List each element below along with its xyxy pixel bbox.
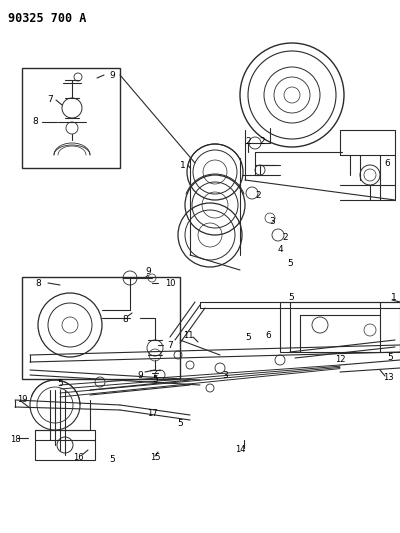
Text: 2: 2 xyxy=(259,138,265,147)
Text: 2: 2 xyxy=(282,233,288,243)
Text: 2: 2 xyxy=(255,191,261,200)
Text: 11: 11 xyxy=(183,332,193,341)
Bar xyxy=(280,302,400,352)
Text: 7: 7 xyxy=(167,341,173,350)
Text: 3: 3 xyxy=(269,217,275,227)
Text: 5: 5 xyxy=(288,294,294,303)
Text: 14: 14 xyxy=(235,446,245,455)
Text: 5: 5 xyxy=(109,456,115,464)
Text: 90325 700 A: 90325 700 A xyxy=(8,12,86,25)
Text: 8: 8 xyxy=(35,279,41,287)
Text: 1: 1 xyxy=(180,160,186,169)
Text: 5: 5 xyxy=(57,378,63,387)
Text: 19: 19 xyxy=(17,395,27,405)
Text: 3: 3 xyxy=(222,370,228,379)
Text: 7: 7 xyxy=(47,95,53,104)
Text: 5: 5 xyxy=(152,376,158,384)
Bar xyxy=(22,277,180,379)
Text: 6: 6 xyxy=(265,330,271,340)
Bar xyxy=(35,430,95,460)
Text: 18: 18 xyxy=(10,435,20,445)
Text: 5: 5 xyxy=(245,334,251,343)
Text: 9: 9 xyxy=(109,70,115,79)
Text: 9: 9 xyxy=(145,268,151,277)
Text: 8: 8 xyxy=(122,316,128,325)
Text: 10: 10 xyxy=(165,279,175,287)
Text: 8: 8 xyxy=(32,117,38,126)
Text: 5: 5 xyxy=(287,260,293,269)
Text: 17: 17 xyxy=(147,409,157,418)
Bar xyxy=(22,68,120,168)
Text: 2: 2 xyxy=(245,138,251,147)
Text: 1: 1 xyxy=(391,294,397,303)
Text: 5: 5 xyxy=(387,353,393,362)
Text: 5: 5 xyxy=(177,419,183,429)
Text: 15: 15 xyxy=(150,454,160,463)
Text: 4: 4 xyxy=(277,246,283,254)
Text: 16: 16 xyxy=(73,454,83,463)
Text: 6: 6 xyxy=(384,158,390,167)
Text: 9: 9 xyxy=(137,370,143,379)
Text: 12: 12 xyxy=(335,356,345,365)
Text: 13: 13 xyxy=(383,374,393,383)
